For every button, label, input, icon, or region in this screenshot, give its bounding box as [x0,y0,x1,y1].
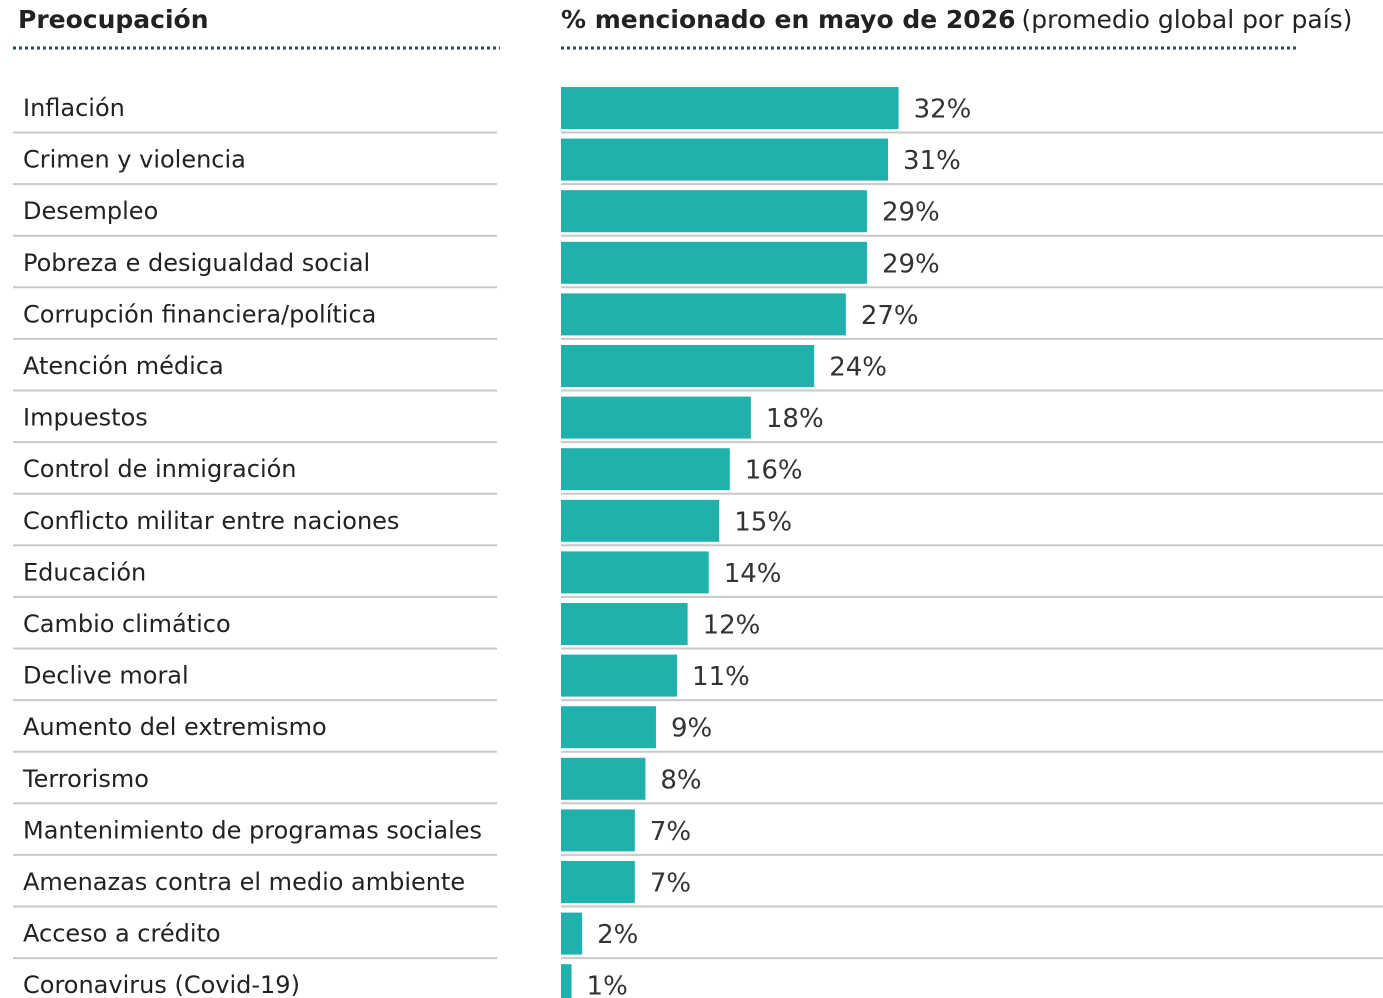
bar [561,499,720,542]
value-label: 32% [914,95,972,125]
bar [561,912,583,955]
bar [561,293,846,336]
bar [561,964,572,998]
category-label: Desempleo [23,197,158,225]
category-label: Pobreza e desigualdad social [23,249,370,277]
category-label: Control de inmigración [23,455,297,483]
category-label: Aumento del extremismo [23,713,327,741]
value-label: 8% [660,765,701,795]
value-label: 1% [587,972,628,998]
value-label: 24% [829,353,887,383]
value-label: 27% [861,301,919,331]
value-label: 31% [903,146,961,176]
value-label: 9% [671,714,712,744]
bar [561,551,709,594]
value-label: 11% [692,662,750,692]
category-label: Cambio climático [23,610,231,638]
bar [561,706,656,749]
value-label: 2% [597,920,638,950]
value-label: 15% [734,507,792,537]
chart-header: % mencionado en mayo de 2026 (promedio gl… [561,5,1352,34]
bar [561,190,867,233]
category-label: Inflación [23,94,125,122]
value-label: 18% [766,404,824,434]
value-label: 29% [882,249,940,279]
bar [561,861,635,903]
chart-subtitle: (promedio global por país) [1021,5,1352,34]
category-label: Impuestos [23,404,148,432]
category-label: Mantenimiento de programas sociales [23,816,482,844]
category-label: Conflicto militar entre naciones [23,507,399,535]
value-label: 12% [703,611,761,641]
bar [561,809,635,852]
category-label: Amenazas contra el medio ambiente [23,868,465,896]
label-header: Preocupación [18,5,209,34]
bar [561,448,730,491]
bar [561,345,815,387]
value-label: 29% [882,198,940,228]
bar [561,757,646,800]
bar [561,241,867,284]
value-label: 7% [650,817,691,847]
bar [561,396,751,439]
category-label: Terrorismo [22,765,149,793]
bar [561,87,899,129]
chart-title: % mencionado en mayo de 2026 [561,5,1015,34]
value-label: 16% [745,456,803,486]
bar [561,603,688,645]
category-label: Atención médica [23,352,224,380]
category-label: Corrupción financiera/política [23,300,376,328]
value-label: 7% [650,869,691,899]
value-label: 14% [724,559,782,589]
category-label: Acceso a crédito [23,920,221,948]
category-label: Coronavirus (Covid-19) [23,971,300,998]
category-label: Crimen y violencia [23,146,246,174]
bar [561,654,678,697]
category-label: Declive moral [23,662,189,690]
bar [561,138,889,181]
category-label: Educación [23,558,146,586]
